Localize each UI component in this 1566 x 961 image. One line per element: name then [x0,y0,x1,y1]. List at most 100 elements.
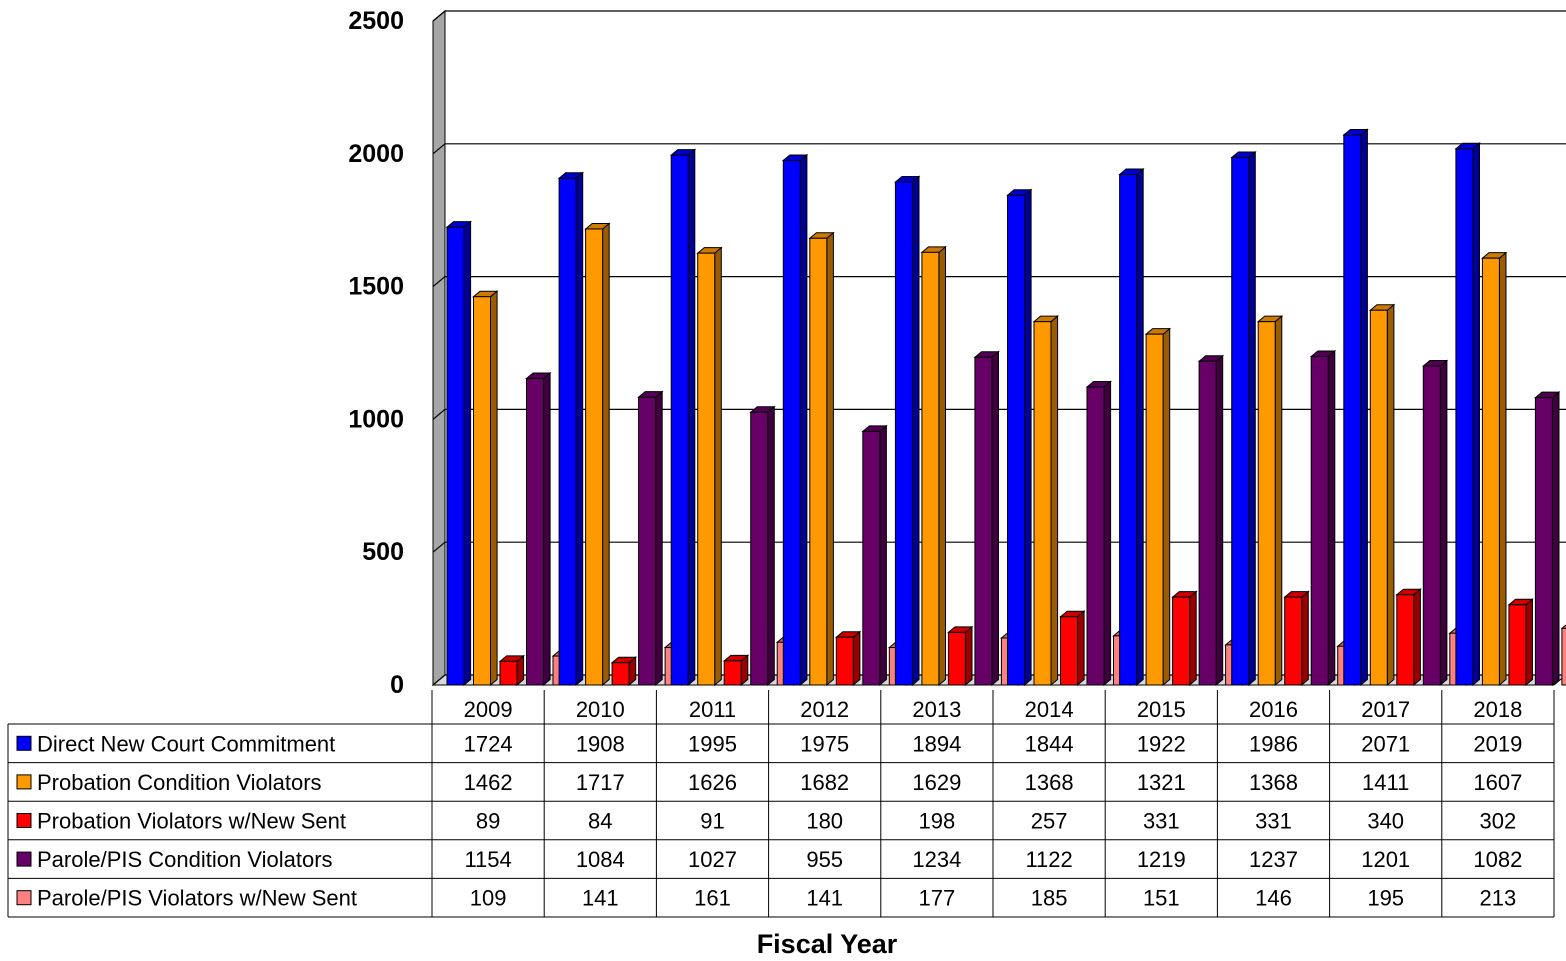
bar-2017-4 [1421,359,1449,687]
bar-2016-4 [1309,349,1337,687]
bar-2013-1 [894,175,921,687]
data-label: 109 [470,886,507,911]
bar-2012-1 [781,153,809,687]
bar-2014-1 [1006,188,1033,687]
bar-side [826,231,834,687]
gridline-2000 [432,143,1566,155]
data-label: 1629 [912,770,961,795]
bar-front [862,430,881,686]
bar-front [1119,174,1138,686]
bar-side [602,222,610,687]
bar-2012-2 [808,231,835,687]
bar-side [655,390,663,687]
x-tick-label: 2017 [1361,697,1410,722]
bar-2011-3 [722,654,750,687]
bar-front [1310,355,1329,686]
bar-side [938,245,946,687]
data-label: 1368 [1249,770,1298,795]
data-label: 1975 [800,731,849,756]
bar-front [1033,321,1052,686]
gridlines [432,10,1566,686]
bar-front [1086,386,1105,686]
bar-2010-4 [637,390,664,687]
bar-side [687,148,696,687]
bar-2018-2 [1481,251,1508,687]
gridline-1000 [432,408,1566,420]
bar-2010-3 [610,656,638,687]
bar-side [1525,598,1533,687]
bar-side [1215,354,1224,687]
x-tick-label: 2014 [1025,697,1074,722]
bar-2014-4 [1085,380,1112,687]
data-label: 331 [1255,809,1292,834]
bar-side [1103,380,1112,687]
bar-front [1455,148,1474,686]
data-label: 141 [582,886,619,911]
bar-front [974,356,993,686]
bar-2012-4 [861,424,888,687]
bar-2018-4 [1534,391,1561,687]
bar-side [575,171,584,687]
legend-swatch [16,735,32,751]
data-label: 91 [700,809,724,834]
bar-2013-2 [920,245,947,687]
bar-2009-4 [525,371,552,687]
legend-entry: Probation Violators w/New Sent [37,809,346,834]
x-tick-label: 2010 [576,697,625,722]
bar-2017-1 [1342,128,1369,687]
bar-front [921,251,940,686]
bar-front [1145,333,1164,686]
bar-top [1560,624,1566,629]
data-label: 1234 [912,847,961,872]
data-label: 89 [476,809,500,834]
bar-side [1274,315,1283,687]
legend-swatch [16,890,32,906]
bar-2018-3 [1507,598,1534,687]
legend-entry: Probation Condition Violators [37,770,322,795]
bar-front [697,252,716,686]
bar-front [558,177,577,686]
data-label: 302 [1480,809,1517,834]
data-label: 141 [806,886,843,911]
bar-side [1024,188,1032,687]
bar-front [750,411,769,686]
y-axis-ticks: 0 500 1000 1500 2000 2500 [348,7,404,699]
bar-side [1189,590,1197,687]
bar-2016-1 [1230,150,1257,687]
bar-front [1231,157,1250,686]
bar-2016-3 [1283,590,1310,687]
bar-front [1396,594,1415,686]
bar-side [714,246,722,687]
bar-2015-3 [1171,590,1198,687]
bar-2009-1 [445,220,472,687]
bar-front [947,631,966,686]
bar-front [835,636,854,686]
data-label: 1462 [464,770,513,795]
bar-front [1481,257,1500,686]
y-tick-label: 500 [362,538,404,566]
bar-front [1060,616,1078,686]
x-axis-label: Fiscal Year [757,929,898,959]
data-label: 146 [1255,886,1292,911]
data-label: 1201 [1361,847,1410,872]
data-label: 1908 [576,731,625,756]
data-label: 1607 [1473,770,1522,795]
data-label: 161 [694,886,731,911]
bar-side [463,220,472,687]
data-table: 2009 2010 2011 2012 2013 2014 2015 2016 2017 2018… [7,690,1555,918]
data-label: 1122 [1025,847,1072,872]
data-label: 1844 [1025,731,1074,756]
bar-2015-4 [1197,354,1225,687]
bar-2010-1 [557,171,585,687]
bar-side [964,625,973,687]
legend-entry: Parole/PIS Condition Violators [37,847,333,872]
x-tick-label: 2012 [800,697,849,722]
bar-side [1472,142,1480,687]
bar-2013-4 [973,350,1000,687]
bar-front [782,159,801,686]
data-label: 195 [1367,886,1404,911]
bar-front [611,662,630,686]
data-label: 257 [1031,809,1068,834]
bar-2014-3 [1059,610,1086,687]
